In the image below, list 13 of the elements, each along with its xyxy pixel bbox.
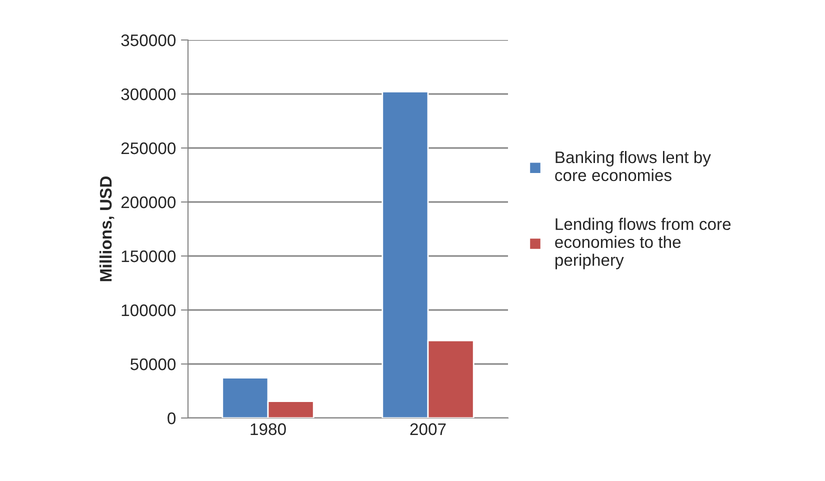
y-tick-label: 150000 <box>122 250 176 262</box>
y-tick-label: 200000 <box>121 196 176 208</box>
legend-label: Lending flows from core economies to the periphery <box>555 218 731 270</box>
y-tick-label: 50000 <box>130 358 176 370</box>
y-tick-label: 350000 <box>121 34 176 46</box>
y-tick-label: 300000 <box>121 88 176 100</box>
y-tick-label: 0 <box>168 412 176 424</box>
y-tick-label: 100000 <box>122 304 176 316</box>
y-axis-title: Millions, USD <box>99 176 114 282</box>
x-tick-label: 2007 <box>410 423 446 436</box>
x-tick-label: 1980 <box>250 423 286 436</box>
legend-label: Banking flows lent by core economies <box>555 150 711 182</box>
y-tick-label: 250000 <box>121 142 176 154</box>
